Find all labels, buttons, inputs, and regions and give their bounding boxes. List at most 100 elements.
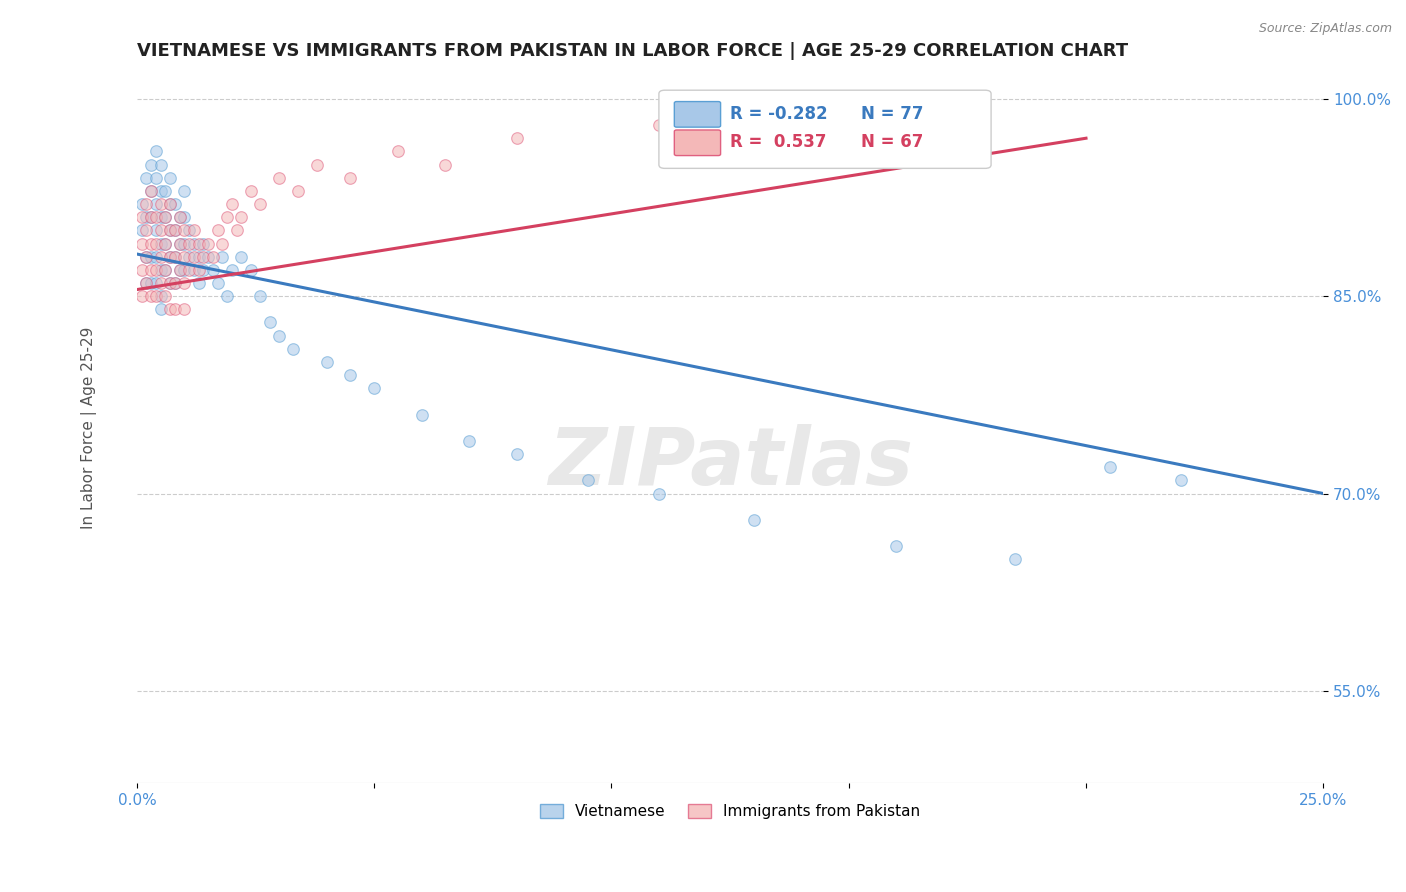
Point [1098, 460, 1121, 475]
Point [155, 236, 177, 251]
Point [145, 262, 167, 277]
Point [139, 276, 162, 290]
Point [145, 197, 167, 211]
Point [648, 486, 671, 500]
Point [159, 223, 181, 237]
Point [145, 250, 167, 264]
Point [159, 250, 181, 264]
Point [139, 210, 162, 224]
Point [193, 236, 215, 251]
Point [283, 342, 305, 356]
Point [135, 276, 157, 290]
Point [177, 236, 200, 251]
Point [211, 250, 233, 264]
Point [155, 210, 177, 224]
Point [135, 250, 157, 264]
Point [145, 170, 167, 185]
Point [135, 210, 157, 224]
Point [169, 210, 191, 224]
Point [149, 184, 172, 198]
Point [505, 131, 527, 145]
Point [155, 289, 177, 303]
Point [187, 276, 209, 290]
Point [145, 210, 167, 224]
Point [183, 262, 205, 277]
Point [225, 223, 247, 237]
Point [183, 236, 205, 251]
Point [163, 223, 186, 237]
Point [201, 250, 224, 264]
Point [139, 236, 162, 251]
Point [149, 289, 172, 303]
Point [163, 276, 186, 290]
Point [215, 289, 238, 303]
Point [159, 250, 181, 264]
FancyBboxPatch shape [675, 130, 721, 155]
Point [135, 250, 157, 264]
Text: N = 77: N = 77 [860, 104, 924, 122]
Point [173, 250, 195, 264]
Point [159, 197, 181, 211]
Point [145, 289, 167, 303]
Point [139, 250, 162, 264]
Point [207, 276, 229, 290]
Point [135, 223, 157, 237]
Point [145, 276, 167, 290]
Point [339, 170, 361, 185]
Point [505, 447, 527, 461]
Point [339, 368, 361, 383]
Point [169, 210, 191, 224]
Legend: Vietnamese, Immigrants from Pakistan: Vietnamese, Immigrants from Pakistan [533, 797, 927, 825]
Point [884, 539, 907, 553]
Point [169, 262, 191, 277]
Point [315, 355, 337, 369]
Point [648, 118, 671, 132]
Point [434, 157, 457, 171]
Point [387, 145, 409, 159]
Point [742, 513, 765, 527]
Point [139, 157, 162, 171]
Point [131, 262, 153, 277]
Point [135, 276, 157, 290]
Point [135, 197, 157, 211]
Point [139, 184, 162, 198]
Point [159, 276, 181, 290]
Point [221, 197, 243, 211]
Point [149, 302, 172, 317]
Point [139, 289, 162, 303]
Point [269, 170, 291, 185]
Point [169, 236, 191, 251]
Point [155, 262, 177, 277]
Point [173, 184, 195, 198]
Point [155, 210, 177, 224]
Point [149, 236, 172, 251]
Point [135, 170, 157, 185]
FancyBboxPatch shape [675, 102, 721, 128]
Point [458, 434, 481, 448]
Point [838, 104, 860, 119]
Point [131, 236, 153, 251]
Point [139, 184, 162, 198]
Point [149, 223, 172, 237]
Text: R =  0.537: R = 0.537 [730, 133, 827, 151]
Point [239, 262, 262, 277]
Point [239, 184, 262, 198]
Point [155, 184, 177, 198]
Point [193, 262, 215, 277]
Point [149, 197, 172, 211]
Text: Source: ZipAtlas.com: Source: ZipAtlas.com [1258, 22, 1392, 36]
Point [131, 210, 153, 224]
Point [155, 236, 177, 251]
Point [231, 210, 253, 224]
Point [173, 223, 195, 237]
Point [145, 145, 167, 159]
Point [259, 315, 281, 329]
Point [173, 210, 195, 224]
Point [201, 262, 224, 277]
Text: N = 67: N = 67 [860, 133, 922, 151]
Point [131, 289, 153, 303]
Point [149, 210, 172, 224]
Point [159, 223, 181, 237]
Point [221, 262, 243, 277]
Point [131, 223, 153, 237]
